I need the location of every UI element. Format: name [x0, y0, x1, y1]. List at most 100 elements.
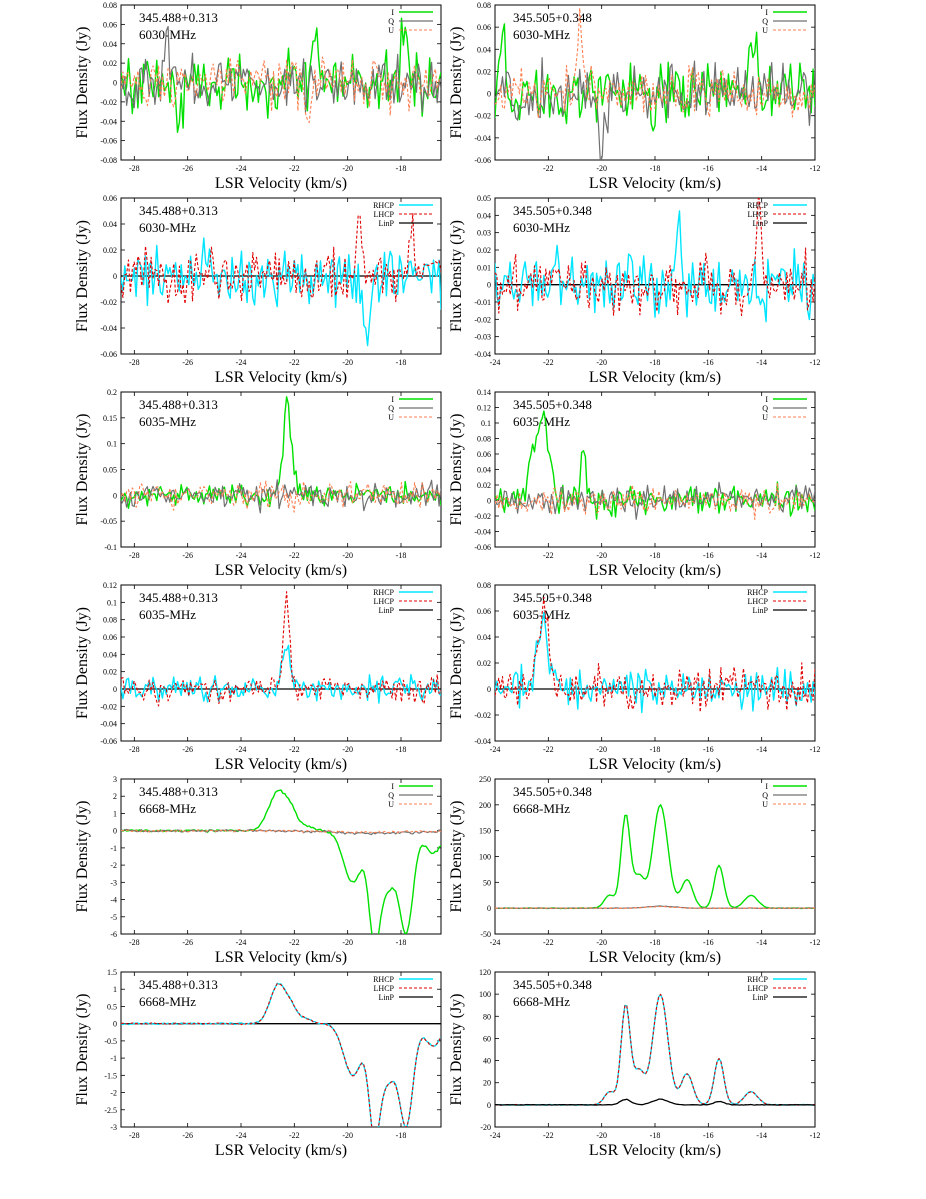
y-tick-label: 0.04	[477, 211, 491, 220]
y-tick-label: -0.04	[474, 737, 491, 746]
series-line-i	[495, 804, 815, 910]
legend-label-rhcp: RHCP	[747, 975, 768, 984]
x-tick-label: -14	[756, 358, 767, 367]
series-line-rhcp	[121, 237, 441, 347]
series-line-q	[495, 905, 815, 910]
y-tick-label: 0.08	[477, 1, 491, 10]
y-tick-label: 0	[113, 1020, 117, 1029]
y-tick-label: 3	[113, 775, 117, 784]
y-tick-label: -0.5	[104, 1037, 117, 1046]
legend-label-linp: LinP	[752, 219, 768, 228]
y-tick-label: 0.02	[477, 481, 491, 490]
x-tick-label: -20	[596, 164, 607, 173]
plot-area	[121, 982, 441, 1127]
x-tick-label: -12	[810, 938, 821, 947]
x-axis-label: LSR Velocity (km/s)	[215, 175, 347, 192]
x-tick-label: -16	[703, 551, 714, 560]
y-tick-label: 0.06	[103, 194, 117, 203]
x-tick-label: -24	[236, 745, 247, 754]
y-tick-label: -0.06	[474, 156, 491, 165]
legend-label-lhcp: LHCP	[748, 984, 769, 993]
source-name: 345.505+0.348	[513, 397, 592, 412]
x-tick-label: -22	[543, 745, 554, 754]
series-line-rhcp	[121, 644, 441, 704]
y-tick-label: 1.5	[107, 968, 117, 977]
y-tick-label: 0.2	[107, 388, 117, 397]
y-tick-label: -4	[110, 896, 117, 905]
x-tick-label: -22	[543, 164, 554, 173]
legend-label-lhcp: LHCP	[748, 597, 769, 606]
y-tick-label: -0.04	[474, 350, 491, 359]
y-tick-label: -1	[110, 1054, 117, 1063]
y-axis-label: Flux Density (Jy)	[448, 607, 465, 719]
legend-label-linp: LinP	[378, 219, 394, 228]
plot-frame	[120, 584, 442, 742]
x-tick-label: -24	[490, 745, 501, 754]
y-tick-label: 200	[479, 801, 491, 810]
y-axis-label: Flux Density (Jy)	[74, 607, 91, 719]
legend-label-i: I	[765, 8, 768, 17]
y-axis-label: Flux Density (Jy)	[448, 414, 465, 526]
legend-label-q: Q	[388, 17, 394, 26]
y-tick-label: 0.02	[103, 246, 117, 255]
legend-label-q: Q	[388, 404, 394, 413]
y-tick-label: 0.06	[477, 607, 491, 616]
x-tick-label: -26	[182, 358, 193, 367]
y-axis-label: Flux Density (Jy)	[74, 27, 91, 139]
x-tick-label: -16	[703, 1131, 714, 1140]
y-tick-label: -0.04	[100, 324, 117, 333]
x-tick-label: -12	[810, 745, 821, 754]
series-line-u	[495, 905, 815, 910]
y-tick-label: -20	[480, 1123, 491, 1132]
y-tick-label: 0.01	[477, 263, 491, 272]
y-tick-label: 0.02	[477, 67, 491, 76]
chart-panel-p3: -28 -26 -24 -22 -20 -18 -0.06 -0.04 -0.02 0 0.02 0.…	[74, 194, 442, 386]
x-tick-label: -22	[289, 745, 300, 754]
y-tick-label: 1	[113, 985, 117, 994]
x-tick-label: -14	[756, 164, 767, 173]
x-tick-label: -22	[289, 938, 300, 947]
y-tick-label: 0.06	[477, 450, 491, 459]
y-tick-label: 0.06	[103, 633, 117, 642]
chart-panel-p5: -28 -26 -24 -22 -20 -18 -0.1 -0.05 0 0.05 0.1 0.15 0…	[74, 388, 442, 579]
x-tick-label: -18	[650, 358, 661, 367]
chart-panel-p11: -28 -26 -24 -22 -20 -18 -3 -2.5 -2 -1.5 -1 -0.5 0 0.5…	[74, 968, 442, 1159]
y-tick-label: -0.02	[100, 298, 117, 307]
x-tick-label: -24	[490, 358, 501, 367]
y-tick-label: -0.08	[100, 156, 117, 165]
legend-label-linp: LinP	[378, 606, 394, 615]
legend-label-rhcp: RHCP	[747, 201, 768, 210]
legend-label-u: U	[762, 26, 768, 35]
series-line-lhcp	[495, 596, 815, 713]
x-axis-label: LSR Velocity (km/s)	[215, 949, 347, 966]
plot-area	[495, 198, 815, 323]
series-line-u	[121, 480, 441, 513]
x-axis-label: LSR Velocity (km/s)	[589, 175, 721, 192]
x-tick-label: -14	[756, 745, 767, 754]
y-tick-label: 0.04	[477, 633, 491, 642]
legend-label-q: Q	[762, 791, 768, 800]
x-tick-label: -22	[289, 1131, 300, 1140]
x-tick-label: -18	[396, 164, 407, 173]
frequency-label: 6668-MHz	[139, 994, 196, 1009]
x-axis-label: LSR Velocity (km/s)	[589, 1142, 721, 1159]
y-tick-label: -0.02	[474, 112, 491, 121]
y-tick-label: -2.5	[104, 1106, 117, 1115]
legend-label-linp: LinP	[378, 993, 394, 1002]
y-tick-label: 0	[113, 685, 117, 694]
y-tick-label: -0.02	[474, 711, 491, 720]
series-line-q	[121, 25, 441, 113]
frequency-label: 6030-MHz	[513, 27, 570, 42]
plot-frame	[120, 778, 442, 935]
y-tick-label: -5	[110, 913, 117, 922]
y-tick-label: 1	[113, 809, 117, 818]
legend-label-q: Q	[762, 404, 768, 413]
series-line-u	[495, 7, 815, 119]
plot-area	[121, 17, 441, 134]
x-axis-label: LSR Velocity (km/s)	[589, 949, 721, 966]
x-tick-label: -20	[596, 745, 607, 754]
y-tick-label: 0	[113, 272, 117, 281]
frequency-label: 6035-MHz	[139, 607, 196, 622]
y-tick-label: 0.08	[477, 581, 491, 590]
series-line-linp	[495, 1098, 815, 1106]
